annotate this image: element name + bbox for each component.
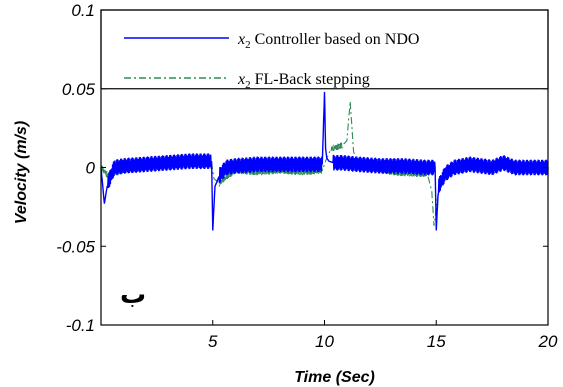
plot-annotation: ب: [120, 280, 146, 310]
y-tick-label: 0: [86, 159, 96, 178]
x-axis-title: Time (Sec): [294, 369, 375, 386]
series-line-1: [100, 91, 549, 231]
y-axis-title: Velocity (m/s): [13, 121, 30, 224]
x-tick-label: 15: [427, 332, 446, 351]
legend: x2 Controller based on NDO x2 FL-Back ste…: [100, 9, 549, 91]
x-tick-label: 5: [208, 332, 218, 351]
y-tick-label: 0.05: [62, 80, 96, 99]
plot-frame: [100, 9, 549, 326]
x-tick-label: 10: [315, 332, 334, 351]
legend-label-2: x2 FL-Back stepping: [237, 71, 370, 91]
legend-label-1: x2 Controller based on NDO: [237, 31, 419, 51]
y-tick-label: -0.05: [56, 237, 95, 256]
series-layer: [100, 91, 549, 231]
y-tick-label: 0.1: [71, 1, 95, 20]
x-tick-label: 20: [538, 332, 558, 351]
y-tick-label: -0.1: [66, 316, 95, 335]
